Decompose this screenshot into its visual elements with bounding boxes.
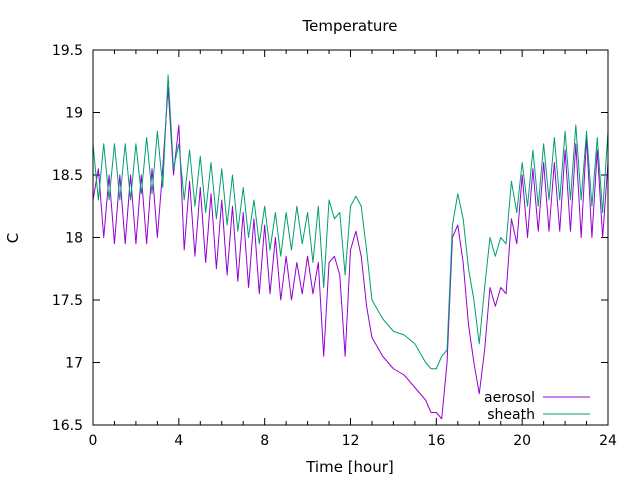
- chart-title: Temperature: [301, 17, 397, 35]
- y-axis-label: C: [4, 233, 22, 243]
- y-tick-label: 18.5: [52, 168, 83, 184]
- legend-label-aerosol: aerosol: [484, 390, 535, 406]
- plot-frame: [92, 49, 609, 426]
- y-tick-label: 16.5: [52, 418, 83, 434]
- x-tick-label: 8: [260, 433, 269, 449]
- y-tick-label: 17: [65, 356, 83, 372]
- x-tick-label: 0: [89, 433, 98, 449]
- x-tick-label: 16: [427, 433, 445, 449]
- y-tick-label: 19: [65, 106, 83, 122]
- legend-label-sheath: sheath: [487, 407, 535, 423]
- y-tick-label: 19.5: [52, 43, 83, 59]
- x-tick-label: 12: [342, 433, 360, 449]
- y-tick-label: 18: [65, 231, 83, 247]
- x-tick-label: 24: [599, 433, 617, 449]
- x-tick-label: 4: [174, 433, 183, 449]
- y-tick-label: 17.5: [52, 293, 83, 309]
- x-tick-label: 20: [513, 433, 531, 449]
- x-axis-label: Time [hour]: [305, 458, 394, 476]
- series-line-sheath: [92, 74, 609, 370]
